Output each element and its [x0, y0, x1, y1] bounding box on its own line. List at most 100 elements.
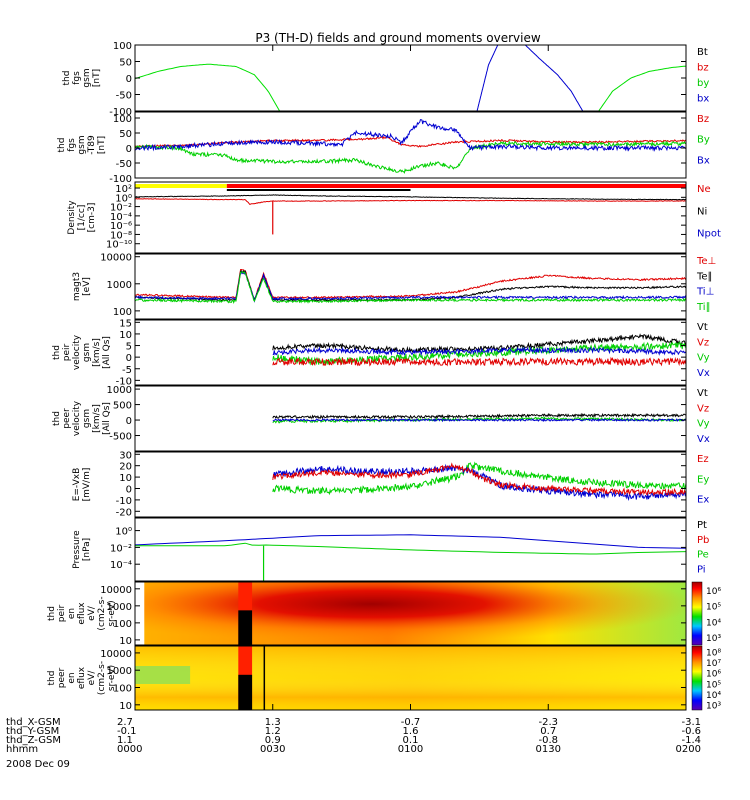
- ion-spectrogram-core: [144, 582, 686, 645]
- legend-fgs_t89-0: Bz: [697, 114, 709, 125]
- x-axis-value-0-3: -2.3: [538, 717, 558, 728]
- ylabel-line: E=-VxB: [72, 468, 82, 502]
- ylabel-line: [eV]: [82, 277, 92, 296]
- ytick-label-electron_spectrogram-3: 10: [119, 701, 132, 712]
- ylabel-line: eV/: [87, 605, 97, 621]
- ytick-label-ion_velocity-5: -10: [116, 376, 132, 387]
- colorbar-label-electron_spectrogram-0: 10⁸: [706, 648, 721, 658]
- panel-pressure-frame: [134, 517, 687, 582]
- ytick-label-electron_spectrogram-2: 100: [113, 684, 132, 695]
- series-ion_velocity-2: [272, 356, 686, 367]
- x-axis-annotation: 2008 Dec 09 thd_X-GSM 2.7 1.3 -0.7 -2.3 -3.1 t…: [6, 45, 701, 770]
- panel-temperature: 10000 1000 100 magt3[eV] Te⊥ Te∥ Ti⊥ Ti∥: [72, 253, 716, 320]
- electron-spectrogram-marker: [263, 646, 266, 710]
- x-axis-value-1-1: 1.2: [265, 726, 281, 737]
- panel-fgs_t89-plot-area: [135, 119, 686, 174]
- legend-fgs_t89-1: By: [697, 135, 710, 146]
- ytick-label-fgs-2: 0: [126, 74, 132, 85]
- ylabel-line: [cm-3]: [87, 203, 97, 233]
- series-density-0: [135, 194, 686, 201]
- ytick-label-fgs-0: 100: [113, 41, 132, 52]
- ytick-label-electron_spectrogram-0: 10000: [100, 649, 132, 660]
- legend-pressure-1: Pb: [697, 535, 709, 546]
- x-axis-value-3-1: 0030: [260, 744, 285, 755]
- ylabel-line: fgs: [72, 71, 82, 85]
- ytick-label-ion_spectrogram-0: 10000: [100, 585, 132, 596]
- x-axis-value-0-1: 1.3: [265, 717, 281, 728]
- ytick-label-electron_velocity-2: 0: [126, 416, 132, 427]
- ylabel-line: gsm: [82, 409, 92, 428]
- ytick-label-ion_spectrogram-2: 100: [113, 619, 132, 630]
- legend-density-2: Npot: [697, 229, 721, 240]
- colorbar-label-electron_spectrogram-3: 10⁵: [706, 680, 721, 690]
- ylabel-line: thd: [52, 411, 62, 426]
- electron-spectrogram-bands: [135, 646, 686, 710]
- legend-fgs-2: by: [697, 78, 709, 89]
- ytick-label-temperature-1: 1000: [107, 280, 132, 291]
- colorbar-ion_spectrogram: [691, 581, 703, 646]
- series-fgs-2: [524, 45, 584, 111]
- panel-electron_spectrogram: 10000100010010thdpeerenefluxeV/(cm2-s-sr…: [47, 645, 721, 712]
- ylabel-fgs: thdfgsgsm[nT]: [62, 68, 102, 87]
- legend-fgs-3: bx: [697, 94, 709, 105]
- x-axis-row-label-0: thd_X-GSM: [6, 717, 61, 728]
- flag-bar-1: [226, 184, 686, 188]
- x-axis-value-2-3: -0.8: [538, 735, 558, 746]
- legend-ion_velocity-3: Vx: [697, 368, 710, 379]
- panels-group: 100500-50-100thdfgsgsm[nT]Btbzbybx100500…: [47, 41, 721, 712]
- panel-temperature-frame: [134, 253, 687, 320]
- ylabel-line: [nT]: [92, 69, 102, 87]
- panel-ion_spectrogram-frame: [134, 581, 687, 646]
- ylabel-electron_spectrogram: thdpeerenefluxeV/(cm2-s-sr-eV): [47, 661, 117, 695]
- x-axis-value-2-0: 1.1: [117, 735, 133, 746]
- panel-temperature-plot-area: [135, 269, 686, 304]
- ion_spectrogram-burst-fill: [238, 610, 253, 645]
- electron-spectrogram-low-flux: [135, 666, 191, 684]
- x-axis-value-1-4: -0.6: [681, 726, 701, 737]
- x-axis-value-2-2: 0.1: [403, 735, 419, 746]
- panel-efield-frame: [134, 451, 687, 518]
- x-axis-row-label-3: hhmm: [6, 744, 38, 755]
- colorbar-label-electron_spectrogram-4: 10⁴: [706, 691, 721, 701]
- ytick-label-density-3: 10⁻⁴: [110, 212, 132, 223]
- legend-pressure-3: Pi: [697, 564, 706, 575]
- ytick-label-electron_velocity-1: 500: [113, 401, 132, 412]
- legend-ion_velocity-2: Vy: [697, 353, 710, 364]
- legend-efield-0: Ez: [697, 454, 709, 465]
- ylabel-line: gsm: [77, 135, 87, 154]
- series-temperature-3: [135, 271, 686, 304]
- ytick-label-pressure-2: 10⁻⁴: [110, 560, 132, 571]
- panel-pressure: 10⁰ 10⁻² 10⁻⁴ Pressure[nPa] Pt Pb Pe Pi: [72, 517, 709, 582]
- panel-fgs-frame: [134, 44, 687, 112]
- x-axis-value-2-4: -1.4: [681, 735, 701, 746]
- legend-pressure-2: Pe: [697, 550, 709, 561]
- series-temperature-0: [135, 269, 686, 301]
- ytick-label-ion_velocity-3: 0: [126, 353, 132, 364]
- x-axis-value-1-2: 1.6: [403, 726, 419, 737]
- ytick-label-density-5: 10⁻⁸: [110, 230, 132, 241]
- ytick-label-efield-2: 10: [119, 473, 132, 484]
- ylabel-line: thd: [57, 138, 67, 153]
- legend-fgs_t89-2: Bx: [697, 155, 710, 166]
- ylabel-line: Density: [67, 200, 77, 235]
- ylabel-line: [km/s]: [92, 338, 102, 367]
- series-pressure-1: [135, 542, 686, 555]
- ylabel-density: Density[1/cc][cm-3]: [67, 200, 97, 235]
- series-density-1: [135, 198, 686, 205]
- panel-pressure-plot-area: [135, 534, 686, 581]
- panel-fgs-plot-area: [135, 45, 686, 111]
- ytick-label-fgs_t89-2: 0: [126, 144, 132, 155]
- x-axis-date: 2008 Dec 09: [6, 759, 70, 770]
- ylabel-line: sr-eV): [107, 600, 117, 626]
- x-axis-row-label-2: thd_Z-GSM: [6, 735, 61, 746]
- series-efield-2: [272, 462, 686, 497]
- ytick-label-efield-3: 0: [126, 484, 132, 495]
- colorbar-label-electron_spectrogram-2: 10⁶: [706, 670, 721, 680]
- legend-temperature-2: Ti⊥: [696, 287, 714, 298]
- legend-density-0: Ne: [697, 184, 711, 195]
- ytick-label-electron_velocity-0: 1000: [107, 385, 132, 396]
- legend-temperature-0: Te⊥: [696, 256, 716, 267]
- chart-title: P3 (TH-D) fields and ground moments over…: [255, 31, 540, 45]
- x-axis-value-3-2: 0100: [398, 744, 423, 755]
